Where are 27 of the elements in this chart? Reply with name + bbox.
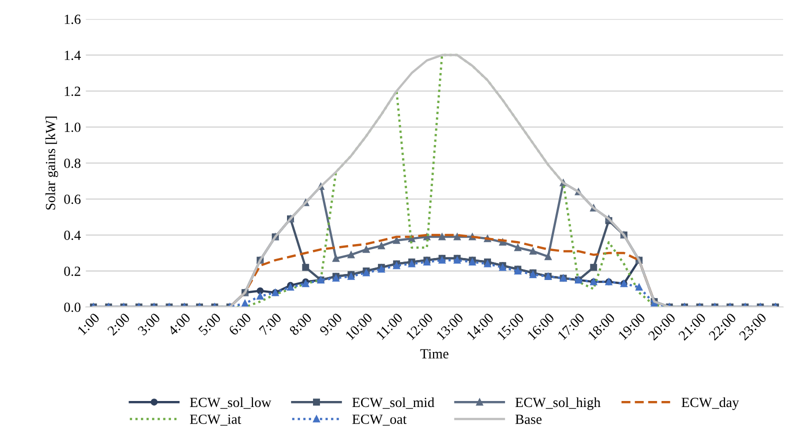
y-tick-label: 0.4 (64, 230, 81, 240)
x-tick-label: 5:00 (198, 312, 222, 336)
legend-label: Base (515, 414, 542, 424)
y-tick-label: 0.8 (64, 158, 80, 168)
y-tick-label: 0.0 (64, 302, 80, 312)
x-tick-label: 1:00 (77, 312, 100, 336)
legend-label: ECW_iat (190, 414, 242, 426)
x-tick-label: 6:00 (228, 312, 252, 336)
y-axis-title: Solar gains [kW] (45, 116, 58, 210)
y-tick-label: 0.6 (64, 194, 81, 204)
x-tick-label: 2:00 (107, 312, 130, 336)
x-axis-title: Time (420, 349, 448, 358)
legend-label: ECW_day (682, 397, 740, 410)
x-tick-label: 8:00 (288, 312, 312, 336)
legend-label: ECW_sol_low (190, 397, 272, 409)
y-tick-label: 1.0 (64, 122, 80, 132)
x-tick-label: 3:00 (137, 312, 161, 336)
x-tick-label: 4:00 (167, 312, 191, 336)
y-tick-label: 0.2 (64, 266, 80, 276)
legend-label: ECW_sol_mid (352, 397, 434, 409)
x-tick-label: 9:00 (319, 312, 343, 336)
legend-label: ECW_sol_high (515, 397, 600, 410)
legend-label: ECW_oat (352, 414, 407, 426)
y-tick-label: 1.6 (64, 14, 81, 24)
y-tick-label: 1.4 (64, 50, 81, 60)
y-tick-label: 1.2 (64, 86, 80, 96)
x-tick-label: 7:00 (258, 312, 282, 336)
